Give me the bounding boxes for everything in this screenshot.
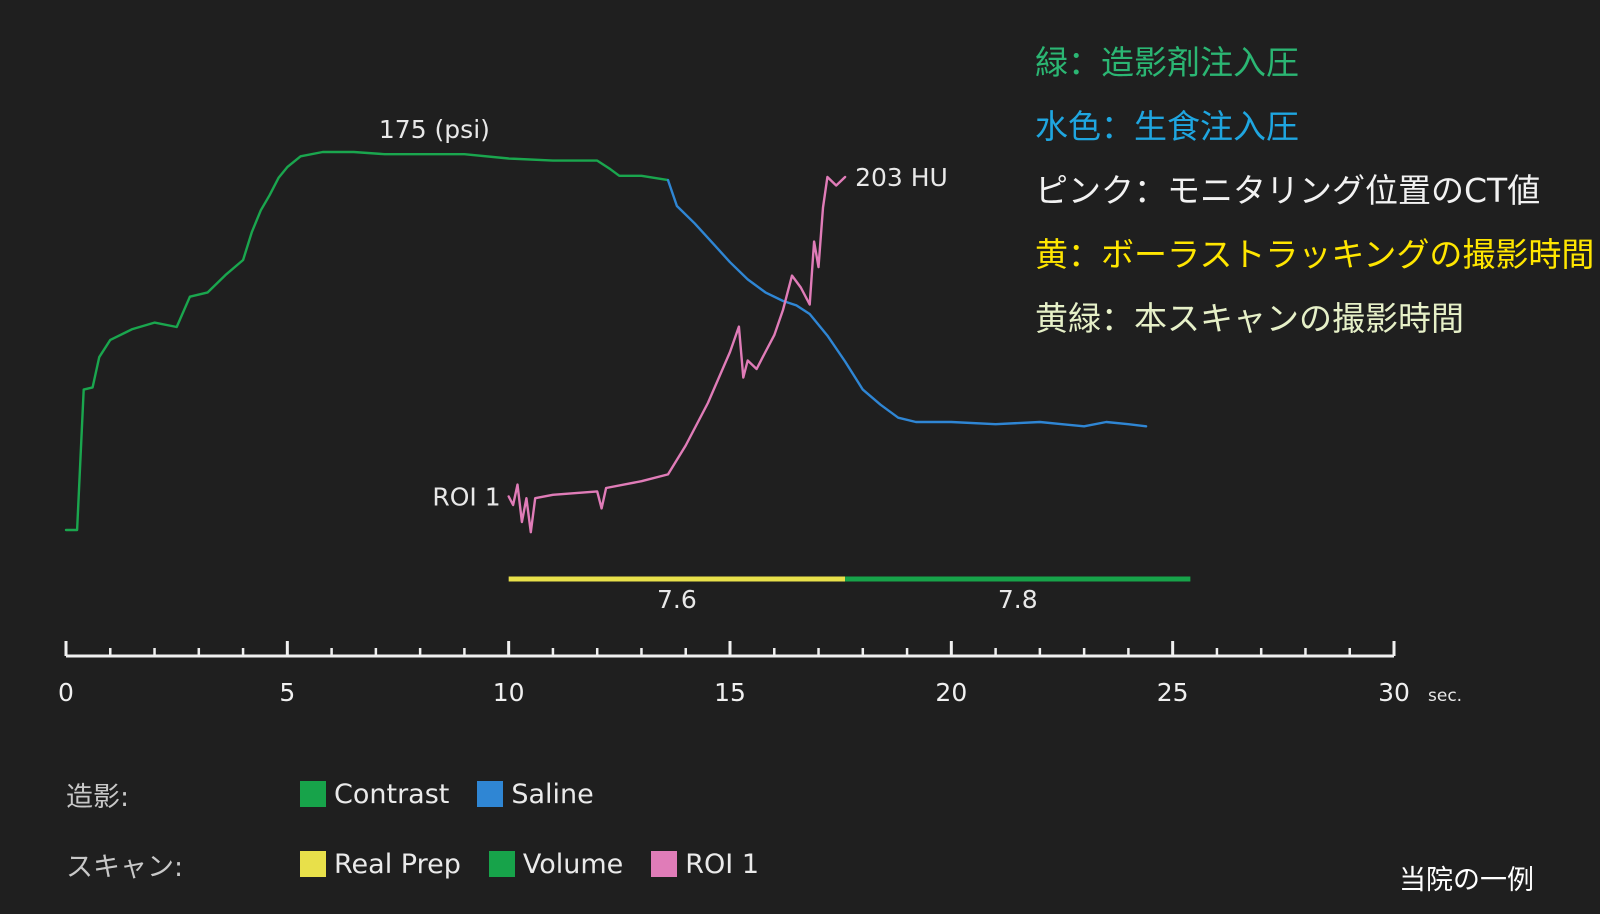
legend-item-roi: ROI 1 xyxy=(651,849,759,880)
annotation-peak-pressure: 175 (psi) xyxy=(379,115,490,144)
x-tick-label: 30 xyxy=(1378,678,1410,707)
legend-item-volume: Volume xyxy=(488,848,624,880)
legend-swatch-volume xyxy=(488,851,515,877)
legend-label-contrast: Contrast xyxy=(334,778,450,810)
legend-swatch-roi xyxy=(651,851,678,877)
annotation-main-scan-time: 黄緑：本スキャンの撮影時間 xyxy=(1035,299,1464,338)
x-tick-label: 20 xyxy=(935,678,967,707)
legend-scan-row-label: スキャン: xyxy=(66,851,184,883)
legend-item-real-prep: Real Prep xyxy=(300,849,461,880)
x-tick-label: 10 xyxy=(493,678,525,707)
legend-label-volume: Volume xyxy=(522,848,624,880)
legend-scan-row: スキャン: Real Prep Volume ROI 1 xyxy=(66,844,787,884)
legend-item-saline: Saline xyxy=(477,778,594,810)
x-tick-label: 0 xyxy=(58,678,74,707)
x-tick-label: 25 xyxy=(1157,678,1189,707)
series-line-roi-1 xyxy=(507,175,847,534)
legend-contrast-row: 造影: Contrast Saline xyxy=(66,774,622,814)
legend-label-real-prep: Real Prep xyxy=(334,848,461,880)
annotation-contrast-pressure: 緑：造影剤注入圧 xyxy=(1035,43,1299,82)
legend-swatch-real-prep xyxy=(300,851,326,877)
annotation-roi-label: ROI 1 xyxy=(432,483,500,512)
x-tick-label: 5 xyxy=(279,678,295,707)
series-line-saline xyxy=(666,178,1148,428)
annotation-peak-hu: 203 HU xyxy=(855,163,948,192)
legend-label-roi: ROI 1 xyxy=(685,848,760,880)
scan-bar-label-volume: 7.8 xyxy=(998,585,1038,614)
annotation-saline-pressure: 水色：生食注入圧 xyxy=(1035,107,1299,146)
legend-label-saline: Saline xyxy=(511,778,594,810)
scan-bar-label-real-prep: 7.6 xyxy=(657,585,697,614)
x-tick-label: 15 xyxy=(714,678,746,707)
legend-swatch-contrast xyxy=(300,781,326,807)
annotation-roi-ct-value: ピンク：モニタリング位置のCT値 xyxy=(1035,171,1541,210)
annotation-bolus-tracking-time: 黄：ボーラストラッキングの撮影時間 xyxy=(1035,235,1595,274)
series-line-contrast xyxy=(64,150,670,532)
x-unit-label: sec. xyxy=(1428,686,1462,706)
footnote: 当院の一例 xyxy=(1399,865,1534,896)
legend-item-contrast: Contrast xyxy=(300,779,449,810)
legend-swatch-saline xyxy=(477,781,504,807)
legend-contrast-row-label: 造影: xyxy=(66,781,130,813)
